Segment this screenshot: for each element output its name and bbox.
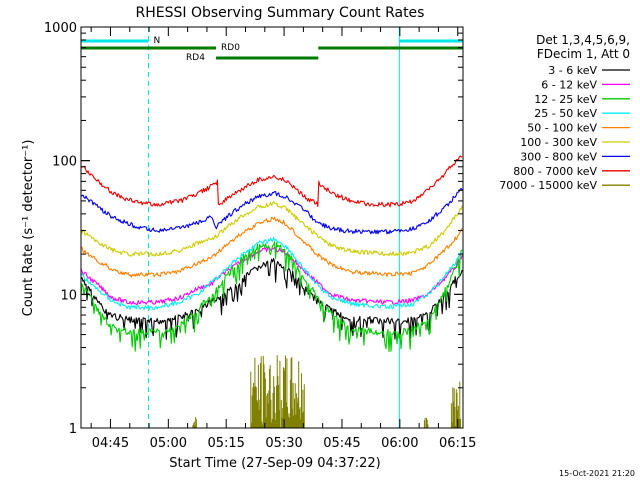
- legend-label: 12 - 25 keV: [534, 93, 597, 106]
- x-tick-label: 05:00: [150, 436, 187, 451]
- series-7: [80, 155, 463, 208]
- series-line-0: [80, 258, 463, 340]
- annotation-label-n: N: [154, 36, 161, 46]
- series-0: [80, 258, 463, 340]
- series-line-4: [80, 216, 463, 278]
- legend-label: 800 - 7000 keV: [513, 165, 597, 178]
- legend-label: 300 - 800 keV: [520, 150, 597, 163]
- series-line-3: [80, 236, 463, 310]
- series-line-2: [80, 241, 463, 353]
- y-axis-label: Count Rate (s⁻¹ detector⁻¹): [21, 140, 36, 317]
- y-axis: 1 10 100 1000: [44, 21, 463, 437]
- x-tick-label: 04:45: [92, 436, 129, 451]
- footer-timestamp: 15-Oct-2021 21:20: [559, 469, 635, 478]
- series-line-6: [80, 187, 463, 235]
- series-layer: [80, 155, 463, 429]
- legend-label: 7000 - 15000 keV: [499, 179, 597, 192]
- x-tick-label: 06:15: [439, 436, 476, 451]
- x-axis-label: Start Time (27-Sep-09 04:37:22): [169, 456, 380, 471]
- annotation-label-rd0: RD0: [221, 43, 240, 53]
- legend-header-line: Det 1,3,4,5,6,9,: [536, 33, 630, 47]
- series-5: [80, 201, 463, 257]
- x-tick-label: 05:45: [323, 436, 360, 451]
- legend: Det 1,3,4,5,6,9,FDecim 1, Att 0 3 - 6 keV…: [499, 33, 630, 192]
- series-line-7: [80, 155, 463, 208]
- legend-header-line: FDecim 1, Att 0: [537, 47, 630, 61]
- series-2: [80, 241, 463, 353]
- x-axis: 04:45 05:00 05:15 05:30 05:45 06:00 06:15: [90, 27, 476, 451]
- x-tick-label: 05:15: [207, 436, 244, 451]
- legend-label: 3 - 6 keV: [548, 64, 597, 77]
- x-tick-label: 06:00: [381, 436, 418, 451]
- series-3: [80, 236, 463, 310]
- series-line-5: [80, 201, 463, 257]
- series-6: [80, 187, 463, 235]
- legend-label: 6 - 12 keV: [541, 78, 597, 91]
- y-tick-label: 100: [52, 155, 77, 170]
- y-tick-label: 1: [69, 422, 77, 437]
- annotation-bars: N RD0 RD4: [81, 36, 463, 63]
- legend-label: 100 - 300 keV: [520, 136, 597, 149]
- y-tick-label: 1000: [44, 21, 77, 36]
- series-4: [80, 216, 463, 278]
- legend-label: 50 - 100 keV: [527, 122, 597, 135]
- legend-label: 25 - 50 keV: [534, 107, 597, 120]
- x-tick-label: 05:30: [265, 436, 302, 451]
- annotation-label-rd4: RD4: [186, 53, 205, 63]
- plot-frame: [80, 26, 464, 429]
- y-tick-label: 10: [60, 288, 77, 303]
- chart-title: RHESSI Observing Summary Count Rates: [136, 5, 425, 21]
